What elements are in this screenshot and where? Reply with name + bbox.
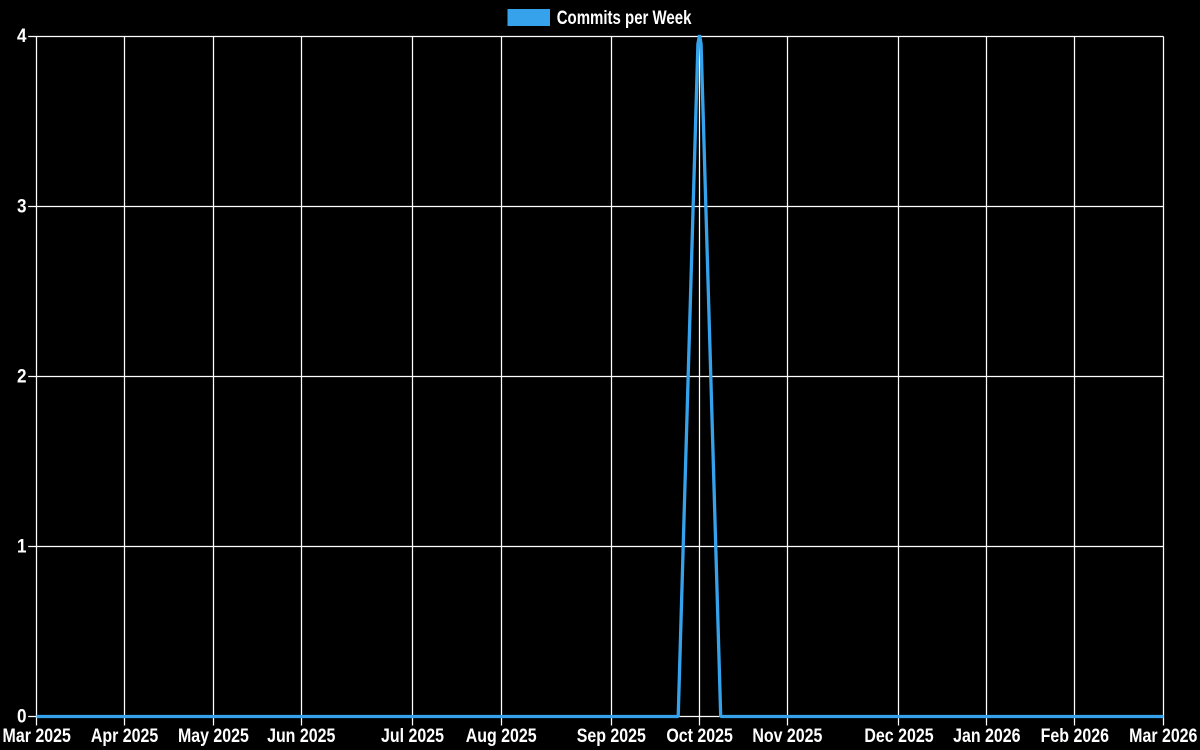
svg-text:Feb 2026: Feb 2026: [1041, 724, 1109, 746]
svg-text:Jun 2025: Jun 2025: [267, 724, 335, 746]
svg-text:Jan 2026: Jan 2026: [953, 724, 1021, 746]
svg-text:0: 0: [17, 706, 27, 727]
svg-text:Jul 2025: Jul 2025: [381, 724, 444, 746]
svg-text:Mar 2026: Mar 2026: [1129, 724, 1197, 746]
svg-text:3: 3: [17, 195, 27, 216]
svg-text:May 2025: May 2025: [178, 724, 249, 746]
svg-text:4: 4: [17, 25, 27, 46]
svg-text:Aug 2025: Aug 2025: [466, 724, 537, 746]
svg-text:Oct 2025: Oct 2025: [666, 724, 733, 746]
svg-text:Apr 2025: Apr 2025: [91, 724, 159, 746]
svg-text:1: 1: [17, 536, 27, 557]
svg-text:Commits per Week: Commits per Week: [557, 8, 692, 29]
svg-text:Sep 2025: Sep 2025: [577, 724, 646, 746]
svg-text:Mar 2025: Mar 2025: [3, 724, 71, 746]
svg-text:2: 2: [17, 365, 27, 386]
svg-text:Dec 2025: Dec 2025: [864, 724, 933, 746]
svg-text:Nov 2025: Nov 2025: [752, 724, 822, 746]
